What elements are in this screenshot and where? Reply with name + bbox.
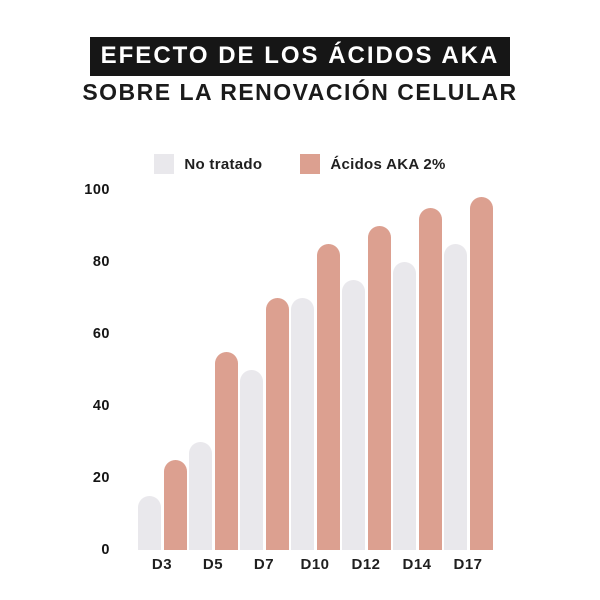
x-label-d5: D5 bbox=[202, 556, 224, 573]
bar-d17-no-tratado bbox=[444, 244, 467, 550]
x-label-d3: D3 bbox=[151, 556, 173, 573]
chart-legend: No tratado Ácidos AKA 2% bbox=[0, 154, 600, 174]
legend-item-no-tratado: No tratado bbox=[154, 154, 262, 174]
bar-d3-no-tratado bbox=[138, 496, 161, 550]
title-banner: EFECTO DE LOS ÁCIDOS AKA bbox=[89, 37, 511, 76]
y-tick-0: 0 bbox=[101, 542, 110, 558]
bar-d5-acidos-aka bbox=[214, 352, 238, 550]
y-tick-100: 100 bbox=[84, 182, 110, 198]
x-label-d14: D14 bbox=[402, 556, 432, 573]
bar-d12-no-tratado bbox=[342, 280, 365, 550]
bar-d17-acidos-aka bbox=[469, 197, 493, 550]
y-tick-60: 60 bbox=[92, 326, 110, 342]
page-subtitle: SOBRE LA RENOVACIÓN CELULAR bbox=[82, 79, 518, 105]
y-tick-40: 40 bbox=[92, 398, 110, 414]
bar-d7-acidos-aka bbox=[265, 298, 289, 550]
legend-label-no-tratado: No tratado bbox=[184, 155, 263, 173]
x-label-d12: D12 bbox=[351, 556, 381, 573]
x-label-d10: D10 bbox=[300, 556, 330, 573]
y-tick-80: 80 bbox=[92, 254, 110, 270]
x-label-d7: D7 bbox=[253, 556, 275, 573]
legend-swatch-salmon bbox=[300, 154, 321, 174]
bar-d10-acidos-aka bbox=[316, 244, 340, 550]
bar-d3-acidos-aka bbox=[163, 460, 187, 550]
legend-item-acidos-aka: Ácidos AKA 2% bbox=[300, 154, 445, 174]
bar-d14-no-tratado bbox=[393, 262, 416, 550]
y-tick-20: 20 bbox=[92, 470, 110, 486]
bar-d5-no-tratado bbox=[189, 442, 212, 550]
bar-d7-no-tratado bbox=[240, 370, 263, 550]
bar-d10-no-tratado bbox=[291, 298, 314, 550]
bar-d12-acidos-aka bbox=[367, 226, 391, 550]
legend-label-acidos-aka: Ácidos AKA 2% bbox=[330, 155, 446, 173]
legend-swatch-gray bbox=[154, 154, 175, 174]
bar-d14-acidos-aka bbox=[418, 208, 442, 550]
x-label-d17: D17 bbox=[453, 556, 483, 573]
title-row: EFECTO DE LOS ÁCIDOS AKA bbox=[0, 37, 600, 76]
